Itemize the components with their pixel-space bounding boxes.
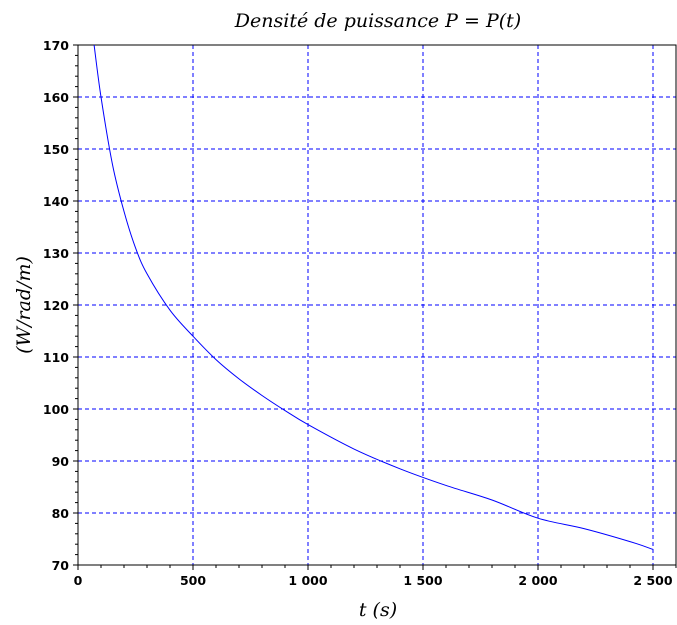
x-axis-label: t (s)	[359, 599, 397, 621]
plot-frame	[77, 44, 677, 566]
y-tick-label: 90	[52, 454, 70, 469]
y-tick-label: 70	[52, 558, 70, 573]
x-tick-label: 1 000	[288, 573, 327, 588]
x-tick-label: 2 000	[518, 573, 557, 588]
x-tick-label: 2 500	[633, 573, 672, 588]
x-tick-labels: 0 500 1 000 1 500 2 000 2 500	[74, 573, 673, 588]
grid-lines	[78, 45, 676, 565]
y-tick-label: 100	[43, 402, 69, 417]
y-tick-label: 80	[52, 506, 70, 521]
y-tick-label: 120	[43, 298, 69, 313]
y-tick-label: 160	[43, 90, 69, 105]
y-tick-label: 170	[43, 38, 69, 53]
y-tick-labels: 70 80 90 100 110 120 130 140 150 160 170	[43, 38, 69, 573]
axis-ticks	[73, 44, 677, 570]
y-tick-label: 150	[43, 142, 69, 157]
y-axis-label: (W/rad/m)	[13, 256, 35, 354]
x-tick-label: 1 500	[403, 573, 442, 588]
series-line	[93, 44, 654, 550]
y-tick-label: 140	[43, 194, 69, 209]
y-tick-label: 130	[43, 246, 69, 261]
x-tick-label: 0	[74, 573, 83, 588]
y-tick-label: 110	[43, 350, 69, 365]
chart-title: Densité de puissance P = P(t)	[234, 10, 521, 32]
x-tick-label: 500	[180, 573, 206, 588]
